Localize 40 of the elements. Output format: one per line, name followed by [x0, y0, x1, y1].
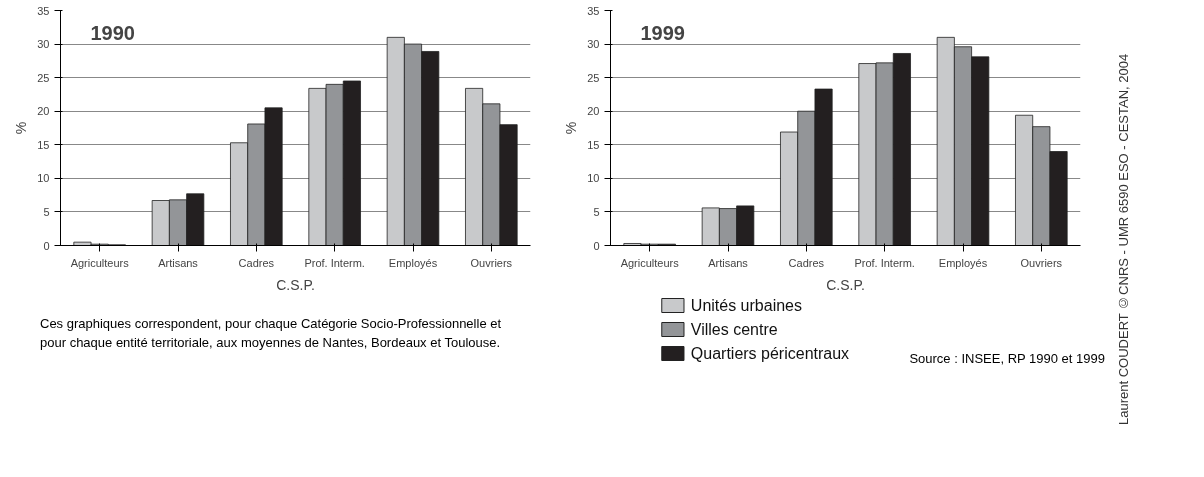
y-tick-label: 10 — [587, 172, 600, 185]
y-tick-label: 25 — [587, 71, 600, 84]
x-tick-label: Ouvriers — [470, 256, 513, 269]
y-tick-label: 0 — [43, 239, 50, 252]
x-tick-label: Prof. Interm. — [304, 256, 365, 269]
x-tick-label: Prof. Interm. — [854, 256, 915, 269]
y-tick-label: 30 — [587, 38, 600, 51]
x-axis-title: C.S.P. — [276, 276, 315, 293]
legend-label: Quartiers péricentraux — [690, 345, 850, 362]
text: Ces graphiques correspondent, pour chaque Catégorie Socio-Professionnelle et pour chaque entité territoriale, aux moyennes de Nantes, Bordeaux et Toulouse. — [40, 315, 503, 352]
legend-label: Unités urbaines — [690, 297, 802, 314]
text: 1999 — [640, 21, 685, 44]
x-tick-label: Cadres — [788, 256, 825, 269]
y-tick-label: 15 — [587, 138, 600, 151]
x-tick-label: Artisans — [158, 256, 199, 269]
legend-label: Villes centre — [690, 321, 778, 338]
y-tick-label: 5 — [593, 205, 600, 218]
text: 1990 — [90, 21, 135, 44]
x-axis-title: C.S.P. — [826, 276, 865, 293]
y-tick-label: 0 — [593, 239, 600, 252]
source-note: Source : INSEE, RP 1990 et 1999 — [909, 350, 1105, 368]
x-tick-label: Agriculteurs — [70, 256, 130, 269]
x-tick-label: Agriculteurs — [620, 256, 680, 269]
y-tick-label: 10 — [37, 172, 50, 185]
y-axis-title: % — [563, 121, 580, 135]
y-tick-label: 20 — [587, 105, 600, 118]
x-tick-label: Employés — [388, 256, 438, 269]
y-tick-label: 5 — [43, 205, 50, 218]
y-tick-label: 35 — [37, 4, 50, 17]
text: Laurent COUDERT ©CNRS - UMR 6590 ESO - CESTAN, 2004 — [1115, 53, 1132, 425]
x-tick-label: Employés — [938, 256, 988, 269]
y-tick-label: 20 — [37, 105, 50, 118]
y-axis-title: % — [13, 121, 30, 135]
y-tick-label: 15 — [37, 138, 50, 151]
y-tick-label: 35 — [587, 4, 600, 17]
x-tick-label: Artisans — [708, 256, 749, 269]
x-tick-label: Cadres — [238, 256, 275, 269]
y-tick-label: 25 — [37, 71, 50, 84]
x-tick-label: Ouvriers — [1020, 256, 1063, 269]
y-tick-label: 30 — [37, 38, 50, 51]
